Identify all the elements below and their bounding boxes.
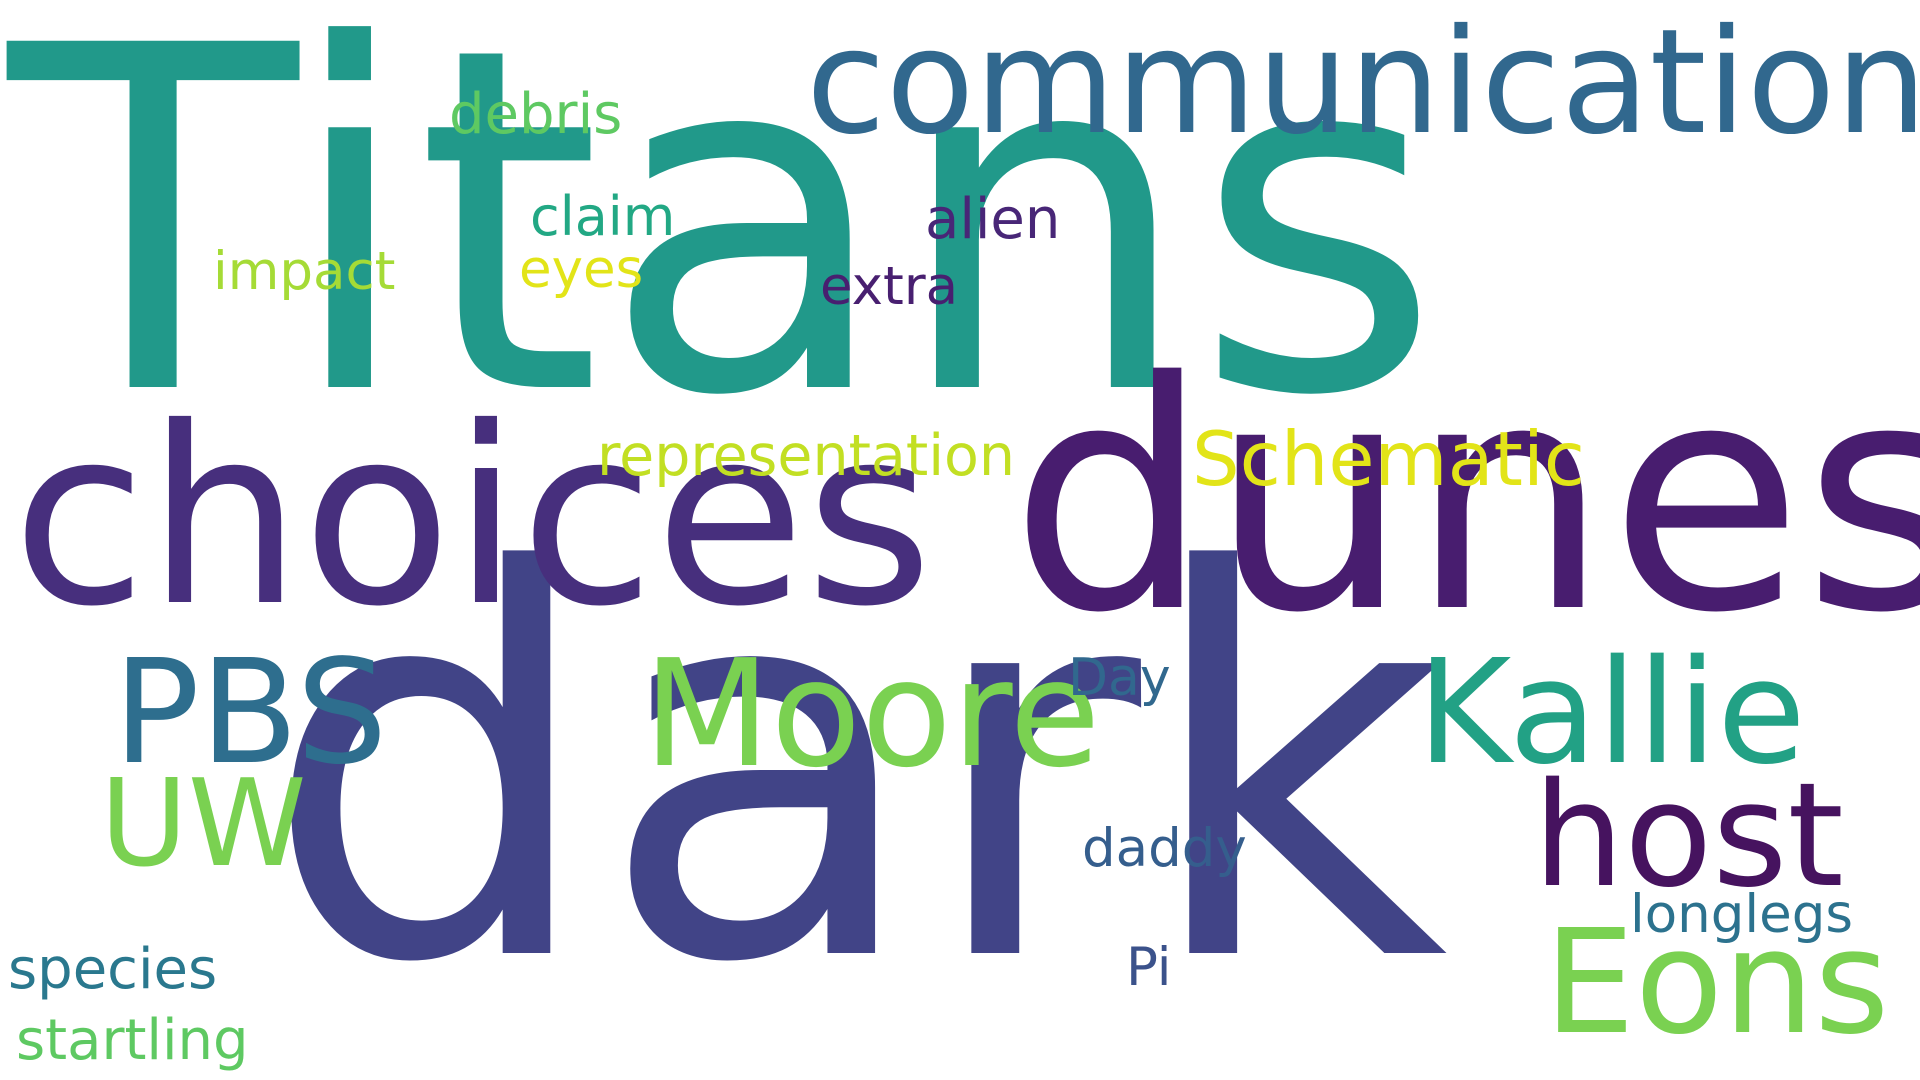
word-dark: dark xyxy=(262,461,1449,1078)
word-representation: representation xyxy=(597,423,1016,489)
word-eons: Eons xyxy=(1544,898,1890,1066)
word-debris: debris xyxy=(449,82,623,147)
word-schematic: Schematic xyxy=(1192,415,1586,503)
word-eyes: eyes xyxy=(519,239,644,300)
word-claim: claim xyxy=(530,185,676,248)
word-daddy: daddy xyxy=(1082,818,1247,879)
word-impact: impact xyxy=(213,241,396,302)
word-longlegs: longlegs xyxy=(1630,884,1853,945)
word-species: species xyxy=(8,937,218,1002)
word-host: host xyxy=(1533,751,1844,919)
word-startling: startling xyxy=(16,1008,249,1073)
word-moore: Moore xyxy=(643,628,1101,800)
word-pbs: PBS xyxy=(113,628,388,796)
word-dunes: dunes xyxy=(1010,316,1920,682)
word-communication: communication xyxy=(806,0,1920,167)
word-day: Day xyxy=(1068,648,1171,708)
word-kallie: Kallie xyxy=(1417,628,1806,796)
word-alien: alien xyxy=(925,187,1061,252)
word-choices: choices xyxy=(12,375,934,660)
word-titans: Titans xyxy=(8,0,1442,500)
word-uw: UW xyxy=(100,755,307,894)
word-extra: extra xyxy=(820,256,959,317)
word-pi: Pi xyxy=(1126,937,1172,998)
